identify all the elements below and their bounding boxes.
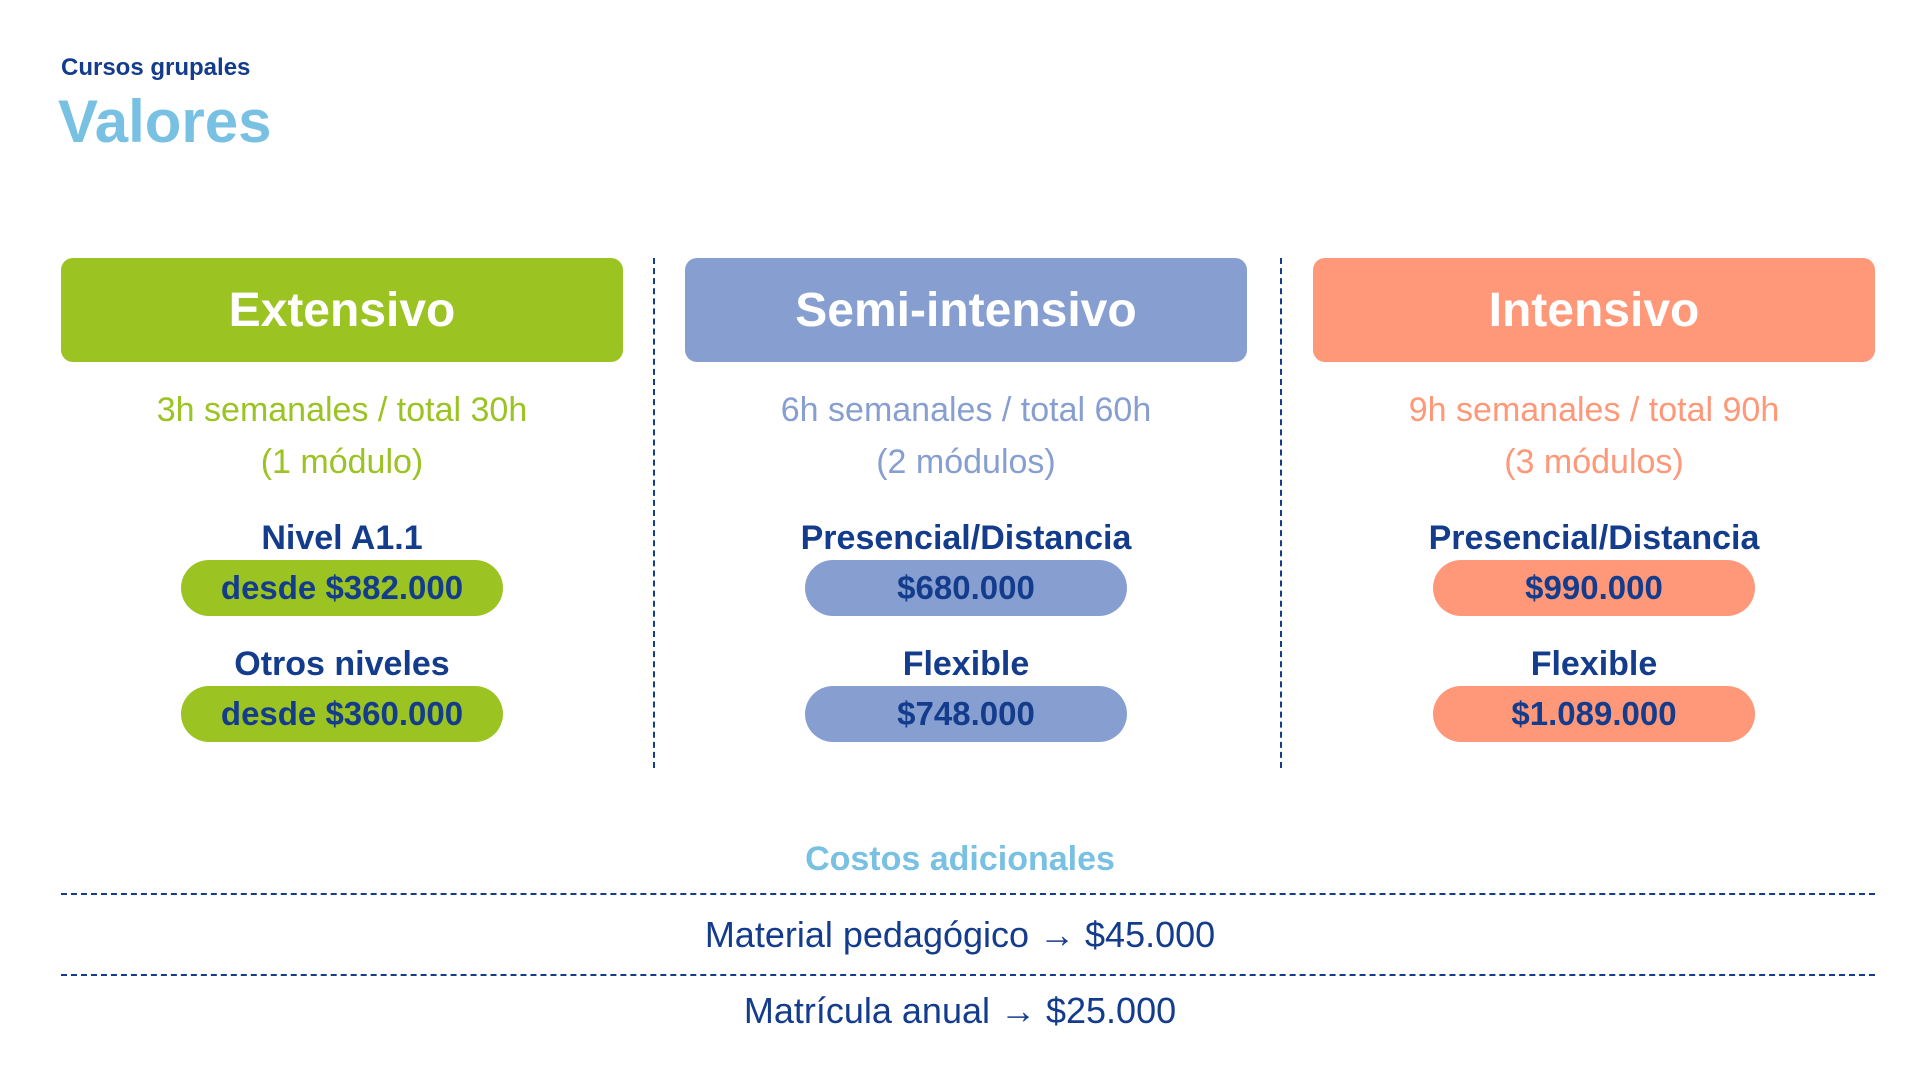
plan-header-intensivo: Intensivo bbox=[1313, 258, 1875, 362]
option-label: Presencial/Distancia bbox=[1428, 519, 1760, 557]
plan-hours: 9h semanales / total 90h (3 módulos) bbox=[1313, 384, 1875, 488]
price-badge: desde $382.000 bbox=[181, 560, 503, 616]
plan-header-extensivo: Extensivo bbox=[61, 258, 623, 362]
eyebrow-label: Cursos grupales bbox=[61, 54, 251, 81]
plan-semi-intensivo: Semi-intensivo 6h semanales / total 60h … bbox=[685, 258, 1247, 742]
price-badge: $748.000 bbox=[805, 686, 1127, 742]
option-label: Flexible bbox=[902, 645, 1030, 683]
modules-line: (3 módulos) bbox=[1504, 443, 1684, 481]
hours-line: 6h semanales / total 60h bbox=[780, 391, 1152, 429]
divider-line bbox=[61, 893, 1875, 895]
hours-line: 3h semanales / total 30h bbox=[156, 391, 528, 429]
column-divider bbox=[653, 258, 655, 768]
modules-line: (1 módulo) bbox=[260, 443, 424, 481]
plan-intensivo: Intensivo 9h semanales / total 90h (3 mó… bbox=[1313, 258, 1875, 742]
additional-costs-title: Costos adicionales bbox=[805, 840, 1115, 878]
price-badge: $1.089.000 bbox=[1433, 686, 1755, 742]
modules-line: (2 módulos) bbox=[876, 443, 1056, 481]
plan-extensivo: Extensivo 3h semanales / total 30h (1 mó… bbox=[61, 258, 623, 742]
price-badge: $990.000 bbox=[1433, 560, 1755, 616]
option-label: Nivel A1.1 bbox=[261, 519, 423, 557]
page-title: Valores bbox=[58, 88, 272, 155]
hours-line: 9h semanales / total 90h bbox=[1408, 391, 1780, 429]
plan-hours: 6h semanales / total 60h (2 módulos) bbox=[685, 384, 1247, 488]
option-label: Presencial/Distancia bbox=[800, 519, 1132, 557]
extra-cost-material: Material pedagógico → $45.000 bbox=[704, 914, 1216, 955]
plan-hours: 3h semanales / total 30h (1 módulo) bbox=[61, 384, 623, 488]
extra-cost-matricula: Matrícula anual → $25.000 bbox=[743, 990, 1177, 1031]
divider-line bbox=[61, 974, 1875, 976]
price-badge: desde $360.000 bbox=[181, 686, 503, 742]
option-label: Flexible bbox=[1530, 645, 1658, 683]
option-label: Otros niveles bbox=[234, 645, 450, 683]
column-divider bbox=[1280, 258, 1282, 768]
plan-header-semi-intensivo: Semi-intensivo bbox=[685, 258, 1247, 362]
price-badge: $680.000 bbox=[805, 560, 1127, 616]
